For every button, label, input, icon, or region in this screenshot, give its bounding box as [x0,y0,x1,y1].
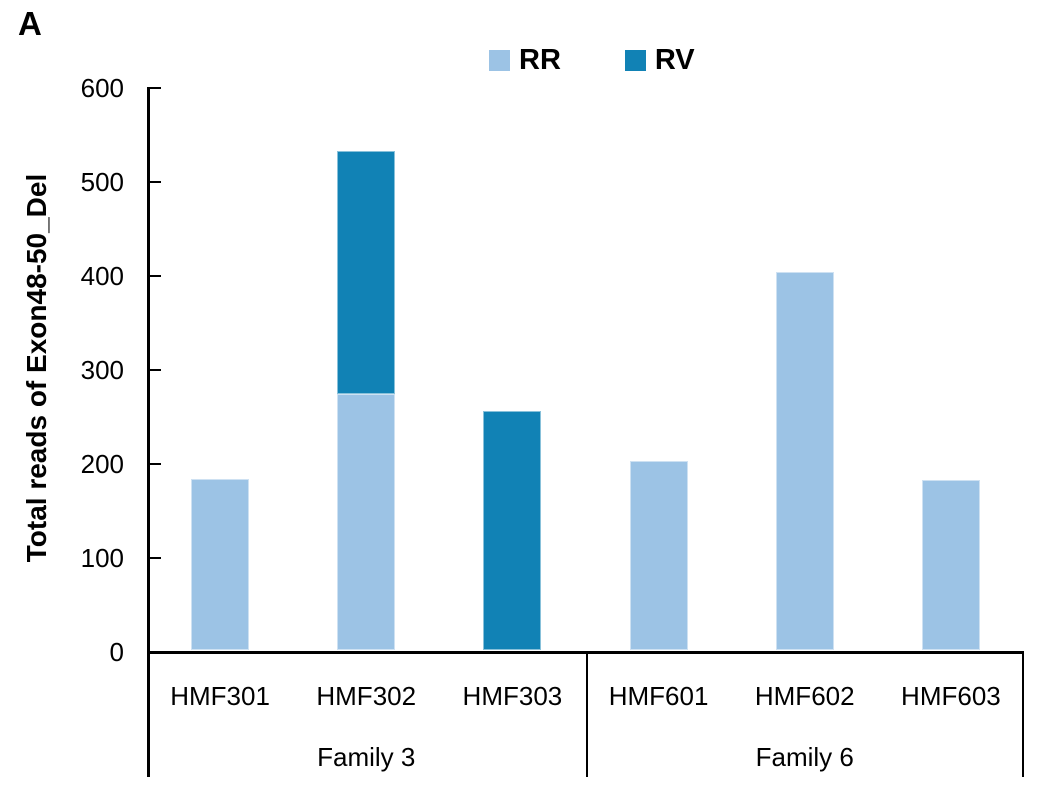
y-tick-label: 200 [80,449,124,479]
y-tick-label: 400 [80,261,124,291]
bar-segment-hmf302-rv [337,150,396,395]
category-label-hmf601: HMF601 [608,681,709,711]
y-tick-label: 0 [109,637,124,667]
y-tick [149,368,161,372]
y-tick [149,180,161,184]
legend-label-rv: RV [654,44,695,76]
bar-segment-hmf603-rr [921,479,980,650]
y-tick [149,650,161,654]
y-tick [149,556,161,560]
group-label-family-3: Family 3 [317,742,416,772]
category-divider [1021,652,1024,777]
category-label-hmf603: HMF603 [901,681,1001,711]
category-axis: HMF301 HMF302 HMF303 HMF601 HMF602 HMF603 Fami… [147,652,1024,777]
legend-label-rr: RR [519,44,561,76]
y-tick [149,462,161,466]
category-label-hmf301: HMF301 [170,681,270,711]
y-tick-label: 500 [80,167,124,197]
bar-segment-hmf601-rr [629,461,688,650]
y-tick [149,274,161,278]
legend-swatch-rr-icon [489,50,510,71]
y-tick-label: 300 [80,355,124,385]
legend-swatch-rv-icon [624,50,646,71]
legend-item: RR [489,46,561,75]
plot-area [147,86,1024,654]
y-tick-label: 600 [80,73,124,103]
category-divider [147,652,150,777]
y-tick-label: 100 [80,543,124,573]
bar-segment-hmf302-rr [337,394,396,650]
bar-segment-hmf602-rr [775,272,834,650]
category-label-hmf602: HMF602 [754,681,855,711]
category-label-hmf303: HMF303 [462,681,563,711]
y-axis-line [147,87,150,653]
group-label-family-6: Family 6 [755,742,854,772]
category-divider [585,652,588,777]
bar-segment-hmf303-rv [483,411,542,650]
legend: RR RV [489,46,695,75]
bar-segment-hmf301-rr [191,478,250,650]
category-label-hmf302: HMF302 [316,681,417,711]
y-tick [149,86,161,90]
legend-item: RV [624,44,695,76]
panel-label: A [18,5,42,42]
